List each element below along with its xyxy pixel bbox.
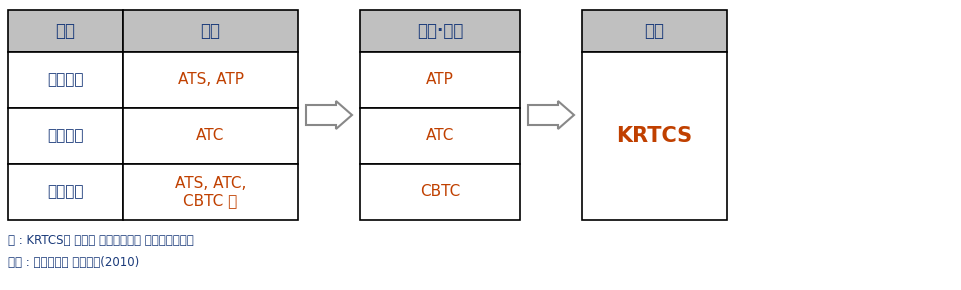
Text: 고속철도: 고속철도	[47, 128, 84, 144]
Text: ATC: ATC	[426, 128, 455, 144]
Text: ATP: ATP	[426, 72, 454, 88]
Bar	[8, 10, 123, 52]
Bar	[582, 52, 727, 220]
Bar	[123, 164, 298, 220]
Bar	[360, 164, 520, 220]
Bar	[123, 10, 298, 52]
Polygon shape	[528, 101, 574, 129]
Polygon shape	[306, 101, 352, 129]
Bar	[360, 108, 520, 164]
Bar	[582, 10, 727, 52]
Bar	[360, 52, 520, 108]
Text: 구분: 구분	[56, 22, 76, 40]
Bar	[360, 10, 520, 52]
Text: 현재: 현재	[201, 22, 220, 40]
Bar	[8, 164, 123, 220]
Bar	[123, 108, 298, 164]
Text: 최종: 최종	[645, 22, 664, 40]
Bar	[8, 52, 123, 108]
Text: CBTC: CBTC	[420, 184, 460, 200]
Text: KRTCS: KRTCS	[616, 126, 693, 146]
Text: 주 : KRTCS는 한국형 무선통신기반 열차제어시스템: 주 : KRTCS는 한국형 무선통신기반 열차제어시스템	[8, 233, 194, 246]
Bar	[8, 108, 123, 164]
Text: ATS, ATC,
CBTC 등: ATS, ATC, CBTC 등	[175, 176, 246, 208]
Text: 도시철도: 도시철도	[47, 184, 84, 200]
Text: 신설·개량: 신설·개량	[417, 22, 463, 40]
Text: 일반철도: 일반철도	[47, 72, 84, 88]
Text: ATS, ATP: ATS, ATP	[178, 72, 243, 88]
Text: ATC: ATC	[196, 128, 225, 144]
Bar	[123, 52, 298, 108]
Text: 자료 : 국토해양부 내부자료(2010): 자료 : 국토해양부 내부자료(2010)	[8, 255, 139, 269]
